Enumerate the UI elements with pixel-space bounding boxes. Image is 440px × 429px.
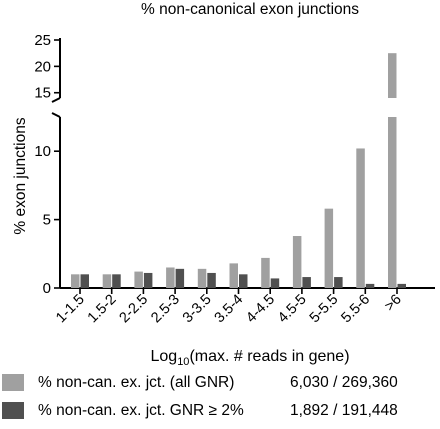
bar-gnr-2pct: [302, 277, 311, 288]
legend-label: % non-can. ex. jct. (all GNR): [38, 374, 234, 391]
bar-gnr-2pct: [365, 283, 375, 288]
bar-segment: [397, 283, 406, 288]
bar-gnr-2pct: [80, 274, 89, 288]
legend-label: % non-can. ex. jct. GNR ≥ 2%: [38, 402, 244, 419]
x-tick-label: 2-2.5: [117, 292, 152, 327]
axes: [51, 38, 435, 289]
bar-gnr-2pct: [397, 283, 406, 288]
x-tick-label: 2.5-3: [148, 292, 183, 327]
bar-segment: [197, 268, 207, 288]
bar-segment: [166, 267, 175, 288]
bar-all-gnr: [292, 236, 302, 288]
bar-all-gnr: [388, 53, 397, 288]
bar-all-gnr: [134, 271, 143, 288]
x-tick-label: 5-5.5: [307, 292, 342, 327]
legend-swatch: [2, 374, 24, 391]
bar-segment: [334, 277, 343, 288]
bar-gnr-2pct: [143, 272, 153, 288]
bar-segment: [80, 274, 89, 288]
bar-all-gnr: [356, 148, 365, 288]
bar-segment: [134, 271, 143, 288]
bar-all-gnr: [166, 267, 175, 288]
bar-all-gnr: [197, 268, 207, 288]
bar-segment: [365, 283, 375, 288]
bar-segment: [302, 277, 311, 288]
x-tick-label: 3-3.5: [180, 292, 215, 327]
bar-gnr-2pct: [270, 278, 280, 288]
x-tick-label: 5.5-6: [338, 292, 373, 327]
x-tick-labels: 1-1.51.5-22-2.52.5-33-3.53.5-44-4.54.5-5…: [53, 288, 405, 326]
bar-segment: [71, 274, 80, 288]
bar-segment: [102, 274, 112, 288]
y-tick-label: 0: [43, 280, 51, 297]
bar-segment: [143, 272, 153, 288]
bar-segment: [175, 268, 185, 288]
bar-segment: [292, 236, 302, 288]
x-tick-label: 4.5-5: [275, 292, 310, 327]
bar-all-gnr: [324, 208, 334, 288]
x-tick-label: 1.5-2: [85, 292, 120, 327]
bar-all-gnr: [229, 263, 238, 288]
x-axis-label-subscript: 10: [177, 356, 189, 368]
bar-gnr-2pct: [175, 268, 185, 288]
y-tick-label: 15: [34, 85, 51, 102]
axis-break-mark-lower: [51, 112, 61, 118]
x-tick-label: 3.5-4: [212, 292, 247, 327]
bar-segment: [261, 257, 270, 288]
bar-segment-upper: [388, 53, 397, 98]
legend-swatch: [2, 402, 24, 419]
x-tick-label: >6: [382, 292, 405, 315]
legend-count: 6,030 / 269,360: [290, 374, 398, 391]
bar-segment: [239, 274, 248, 288]
y-tick-label: 25: [34, 32, 51, 49]
bar-segment: [270, 278, 280, 288]
legend-item: % non-can. ex. jct. GNR ≥ 2% 1,892 / 191,…: [2, 402, 398, 419]
bars: [71, 53, 406, 288]
axis-break-mark-upper: [51, 97, 61, 103]
legend-item: % non-can. ex. jct. (all GNR) 6,030 / 269…: [2, 374, 398, 391]
y-ticks: 0 5 10 15 20 25: [34, 32, 60, 297]
bar-segment-lower: [388, 117, 397, 288]
x-axis-label: Log10(max. # reads in gene): [150, 348, 349, 368]
x-axis-label-prefix: Log: [150, 348, 177, 365]
bar-all-gnr: [71, 274, 80, 288]
y-axis-label: % exon junctions: [12, 117, 29, 234]
legend: % non-can. ex. jct. (all GNR) 6,030 / 269…: [2, 374, 398, 419]
bar-segment: [229, 263, 238, 288]
bar-all-gnr: [102, 274, 112, 288]
legend-count: 1,892 / 191,448: [290, 402, 398, 419]
x-tick-label: 1-1.5: [53, 292, 88, 327]
bar-segment: [207, 272, 216, 288]
x-axis-label-suffix: (max. # reads in gene): [189, 348, 349, 365]
bar-gnr-2pct: [207, 272, 216, 288]
bar-gnr-2pct: [112, 274, 121, 288]
bar-gnr-2pct: [334, 277, 343, 288]
bar-gnr-2pct: [239, 274, 248, 288]
bar-segment: [324, 208, 334, 288]
y-tick-label: 5: [43, 212, 51, 229]
bar-segment: [356, 148, 365, 288]
y-tick-label: 10: [34, 143, 51, 160]
y-tick-label: 20: [34, 58, 51, 75]
bar-segment: [112, 274, 121, 288]
bar-all-gnr: [261, 257, 270, 288]
chart-title: % non-canonical exon junctions: [141, 1, 359, 18]
x-tick-label: 4-4.5: [243, 292, 278, 327]
